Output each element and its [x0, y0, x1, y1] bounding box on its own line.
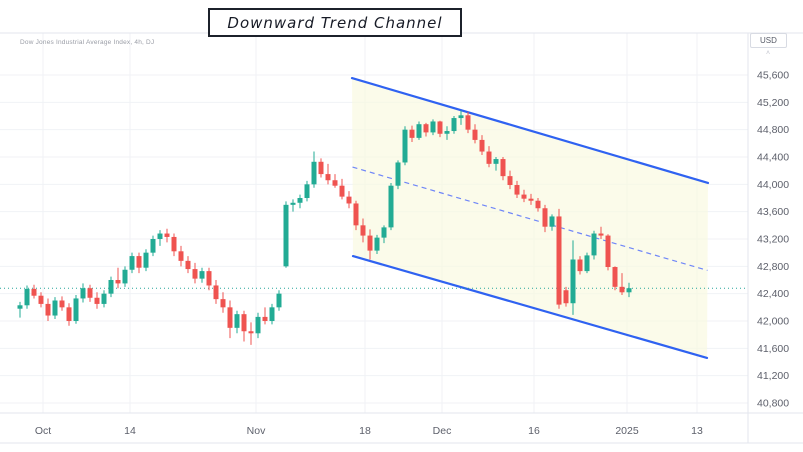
- svg-text:40,800: 40,800: [757, 398, 789, 410]
- symbol-legend-text: Dow Jones Industrial Average Index, 4h, …: [20, 39, 155, 46]
- caret-icon[interactable]: ˄: [766, 50, 771, 57]
- currency-label-text: USD: [760, 36, 777, 45]
- svg-text:Nov: Nov: [247, 425, 266, 437]
- svg-text:42,800: 42,800: [757, 261, 789, 273]
- svg-text:16: 16: [528, 425, 540, 437]
- svg-text:14: 14: [124, 425, 136, 437]
- svg-text:41,200: 41,200: [757, 370, 789, 382]
- svg-text:Dec: Dec: [433, 425, 452, 437]
- svg-text:2025: 2025: [615, 425, 639, 437]
- svg-text:44,400: 44,400: [757, 152, 789, 164]
- title-annotation[interactable]: Downward Trend Channel: [208, 8, 462, 37]
- svg-text:13: 13: [691, 425, 703, 437]
- svg-text:43,200: 43,200: [757, 234, 789, 246]
- svg-text:45,200: 45,200: [757, 97, 789, 109]
- svg-text:44,800: 44,800: [757, 124, 789, 136]
- svg-text:44,000: 44,000: [757, 179, 789, 191]
- svg-text:45,600: 45,600: [757, 70, 789, 82]
- svg-text:41,600: 41,600: [757, 343, 789, 355]
- price-axis-labels: 40,800 41,200 41,600 42,000 42,400 42,800 43,2…: [757, 70, 789, 410]
- svg-text:43,600: 43,600: [757, 206, 789, 218]
- trend-channel: [350, 76, 710, 359]
- svg-text:42,000: 42,000: [757, 316, 789, 328]
- svg-text:42,400: 42,400: [757, 288, 789, 300]
- svg-text:Oct: Oct: [35, 425, 51, 437]
- candles-layer: [17, 110, 632, 345]
- currency-label[interactable]: USD: [750, 33, 787, 48]
- svg-text:18: 18: [359, 425, 371, 437]
- symbol-legend[interactable]: Dow Jones Industrial Average Index, 4h, …: [20, 39, 154, 46]
- time-axis-labels: Oct 14 Nov 18 Dec 16 2025 13: [35, 425, 703, 437]
- chart-title: Downward Trend Channel: [227, 13, 443, 32]
